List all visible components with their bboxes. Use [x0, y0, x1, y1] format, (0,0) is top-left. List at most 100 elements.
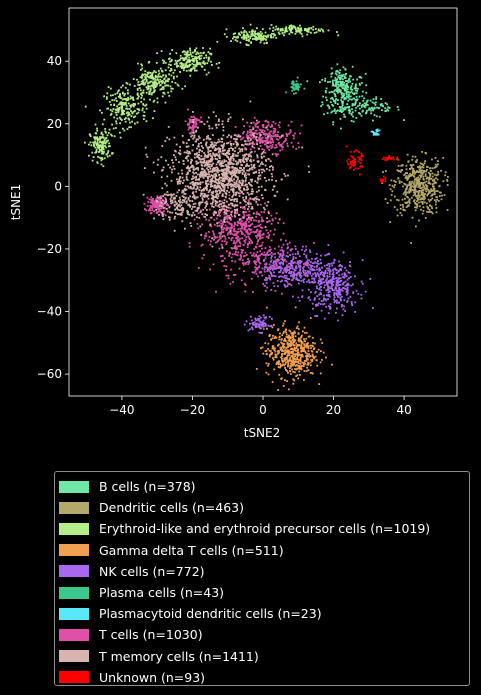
data-point [189, 166, 192, 169]
data-point [138, 109, 141, 111]
data-point [219, 187, 222, 189]
data-point [313, 279, 316, 281]
data-point [435, 174, 438, 177]
data-point [209, 223, 212, 226]
data-point [143, 115, 146, 117]
data-point [182, 182, 184, 184]
data-point [267, 142, 270, 144]
data-point [351, 88, 354, 91]
data-point [344, 280, 347, 283]
data-point [259, 174, 262, 177]
data-point [119, 122, 122, 125]
data-point [126, 82, 129, 85]
data-point [287, 266, 290, 268]
data-point [191, 127, 193, 129]
data-point [171, 49, 173, 51]
data-point [202, 147, 204, 149]
data-point [299, 267, 301, 269]
data-point [206, 173, 209, 176]
data-point [258, 120, 261, 123]
data-point [418, 182, 420, 185]
data-point [147, 87, 150, 90]
data-point [290, 284, 293, 287]
data-point [283, 343, 286, 345]
data-point [251, 254, 253, 257]
data-point [405, 202, 408, 204]
data-point [427, 189, 430, 192]
data-point [140, 63, 143, 66]
data-point [255, 201, 258, 204]
data-point [193, 126, 196, 128]
data-point [350, 112, 353, 115]
data-point [341, 80, 344, 83]
data-point [102, 148, 105, 150]
data-point [168, 63, 170, 66]
data-point [400, 181, 403, 183]
data-point [422, 178, 425, 180]
data-point [348, 111, 351, 114]
data-point [301, 353, 303, 356]
data-point [366, 109, 368, 112]
data-point [192, 124, 195, 126]
data-point [272, 166, 274, 169]
data-point [176, 63, 178, 65]
data-point [256, 143, 258, 146]
data-point [335, 283, 338, 286]
data-point [292, 338, 295, 341]
data-point [322, 271, 325, 274]
data-point [329, 290, 331, 293]
data-point [289, 373, 292, 375]
data-point [248, 210, 251, 213]
data-point [323, 113, 325, 116]
data-point [133, 116, 135, 119]
data-point [135, 112, 138, 115]
data-point [416, 195, 418, 197]
data-point [333, 289, 335, 292]
data-point [289, 367, 291, 370]
data-point [235, 186, 237, 189]
data-point [293, 268, 296, 271]
data-point [295, 277, 298, 279]
data-point [163, 60, 165, 63]
data-point [195, 172, 197, 174]
data-point [298, 359, 301, 362]
data-point [282, 276, 285, 279]
data-point [391, 190, 394, 193]
data-point [126, 111, 129, 114]
data-point [278, 142, 281, 144]
data-point [274, 122, 277, 125]
data-point [338, 277, 341, 280]
data-point [274, 129, 277, 132]
data-point [91, 159, 94, 162]
data-point [292, 257, 295, 259]
data-point [230, 268, 232, 271]
data-point [274, 289, 277, 292]
data-point [293, 87, 295, 89]
data-point [166, 191, 169, 193]
data-point [273, 275, 276, 277]
data-point [181, 135, 184, 137]
data-point [298, 29, 300, 32]
data-point [153, 90, 156, 93]
data-point [301, 354, 304, 357]
data-point [238, 135, 240, 138]
data-point [144, 73, 146, 76]
data-point [306, 354, 308, 357]
data-point [274, 134, 277, 136]
data-point [343, 81, 346, 84]
data-point [319, 258, 322, 261]
data-point [156, 101, 159, 104]
data-point [164, 214, 167, 217]
data-point [331, 284, 333, 287]
data-point [350, 120, 353, 122]
data-point [317, 262, 320, 265]
data-point [187, 145, 190, 148]
data-point [289, 25, 292, 28]
data-point [141, 74, 143, 77]
data-point [415, 178, 417, 181]
data-point [187, 53, 189, 56]
data-point [210, 60, 212, 63]
data-point [262, 352, 265, 355]
data-point [152, 204, 155, 207]
data-point [260, 39, 263, 42]
